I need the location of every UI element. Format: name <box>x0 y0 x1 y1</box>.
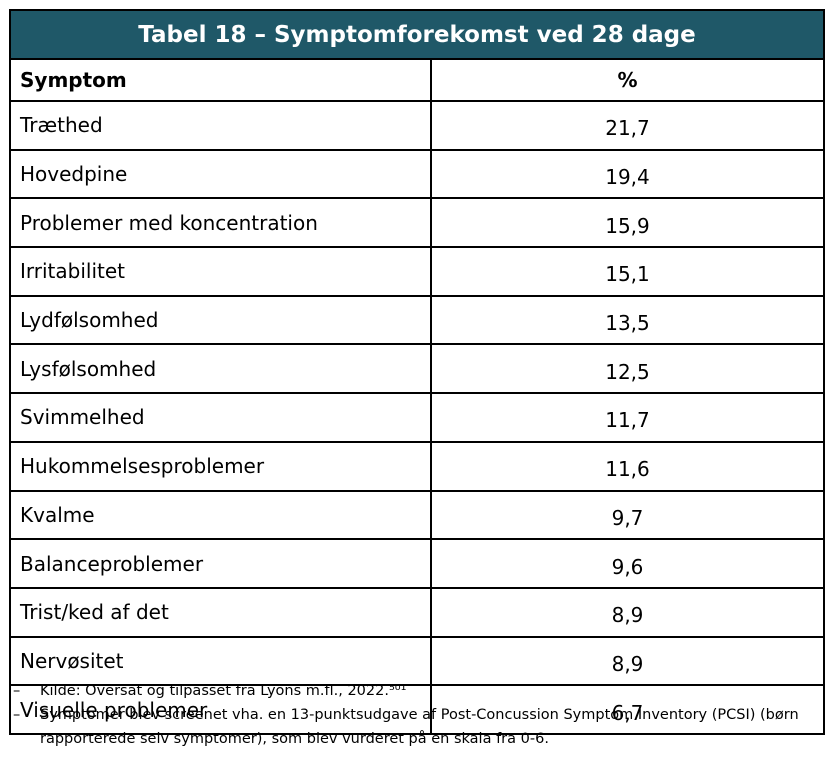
percent-cell: 9,7 <box>429 489 826 541</box>
table-row: Trist/ked af det 8,9 <box>9 586 826 638</box>
percent-cell: 11,7 <box>429 392 826 443</box>
symptom-table-container: Tabel 18 – Symptomforekomst ved 28 dage … <box>8 9 826 735</box>
symptom-cell: Trist/ked af det <box>9 586 432 638</box>
table-row: Hukommelsesproblemer 11,6 <box>9 440 826 492</box>
table-row: Nervøsitet 8,9 <box>9 635 826 687</box>
note-bullet: – <box>13 683 21 699</box>
note-text: Symptomer blev screenet vha. en 13-punkt… <box>40 707 799 747</box>
symptom-cell: Træthed <box>9 100 432 151</box>
table-row: Visuelle problemer 6,7 <box>9 684 826 735</box>
table-header-row: Symptom % <box>9 58 826 102</box>
symptom-table: Tabel 18 – Symptomforekomst ved 28 dage … <box>8 9 826 735</box>
table-notes: – Kilde: Oversat og tilpasset fra Lyons m… <box>13 679 828 751</box>
table-row: Problemer med koncentration 15,9 <box>9 197 826 249</box>
note-item: – Symptomer blev screenet vha. en 13-punk… <box>13 703 828 751</box>
note-bullet: – <box>13 707 21 723</box>
percent-cell: 8,9 <box>429 586 826 638</box>
table-row: Irritabilitet 15,1 <box>9 246 826 297</box>
percent-cell: 21,7 <box>429 100 826 151</box>
column-header-symptom: Symptom <box>9 58 432 102</box>
symptom-cell: Nervøsitet <box>9 635 432 687</box>
symptom-cell: Svimmelhed <box>9 392 432 443</box>
percent-cell: 15,9 <box>429 197 826 249</box>
percent-cell: 13,5 <box>429 294 826 346</box>
table-row: Lysfølsomhed 12,5 <box>9 343 826 395</box>
table-row: Lydfølsomhed 13,5 <box>9 294 826 346</box>
percent-cell: 8,9 <box>429 635 826 687</box>
symptom-cell: Lysfølsomhed <box>9 343 432 395</box>
percent-cell: 6,7 <box>429 684 826 735</box>
percent-cell: 12,5 <box>429 343 826 395</box>
percent-cell: 9,6 <box>429 538 826 589</box>
symptom-cell: Lydfølsomhed <box>9 294 432 346</box>
table-row: Træthed 21,7 <box>9 100 826 151</box>
table-title: Tabel 18 – Symptomforekomst ved 28 dage <box>8 9 826 60</box>
symptom-cell: Problemer med koncentration <box>9 197 432 249</box>
symptom-cell: Hukommelsesproblemer <box>9 440 432 492</box>
table-body: Træthed 21,7 Hovedpine 19,4 Problemer med ko… <box>9 100 826 735</box>
symptom-cell: Balanceproblemer <box>9 538 432 589</box>
symptom-cell: Irritabilitet <box>9 246 432 297</box>
percent-cell: 15,1 <box>429 246 826 297</box>
column-header-percent: % <box>429 58 826 102</box>
table-row: Balanceproblemer 9,6 <box>9 538 826 589</box>
table-row: Hovedpine 19,4 <box>9 148 826 200</box>
percent-cell: 11,6 <box>429 440 826 492</box>
symptom-cell: Kvalme <box>9 489 432 541</box>
symptom-cell: Visuelle problemer <box>9 684 432 735</box>
note-item: – Kilde: Oversat og tilpasset fra Lyons m… <box>13 679 828 703</box>
table-row: Kvalme 9,7 <box>9 489 826 541</box>
table-row: Svimmelhed 11,7 <box>9 392 826 443</box>
percent-cell: 19,4 <box>429 148 826 200</box>
note-text: Kilde: Oversat og tilpasset fra Lyons m.… <box>40 683 407 699</box>
symptom-cell: Hovedpine <box>9 148 432 200</box>
